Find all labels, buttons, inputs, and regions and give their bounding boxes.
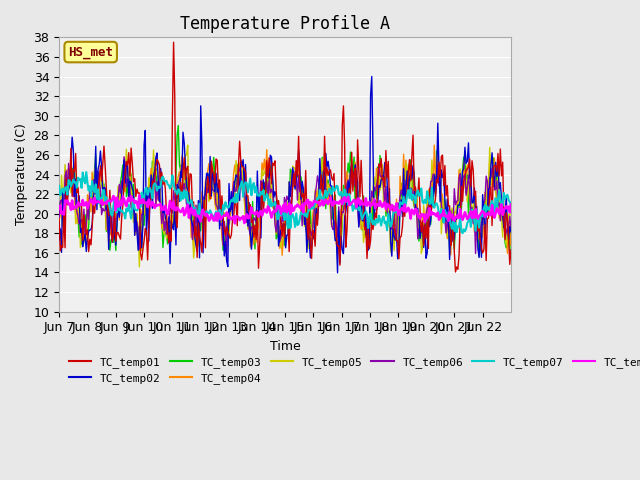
Y-axis label: Temperature (C): Temperature (C) xyxy=(15,123,28,226)
X-axis label: Time: Time xyxy=(269,340,300,353)
Text: HS_met: HS_met xyxy=(68,46,113,59)
Legend: TC_temp01, TC_temp02, TC_temp03, TC_temp04, TC_temp05, TC_temp06, TC_temp07, TC_: TC_temp01, TC_temp02, TC_temp03, TC_temp… xyxy=(65,352,640,388)
Title: Temperature Profile A: Temperature Profile A xyxy=(180,15,390,33)
